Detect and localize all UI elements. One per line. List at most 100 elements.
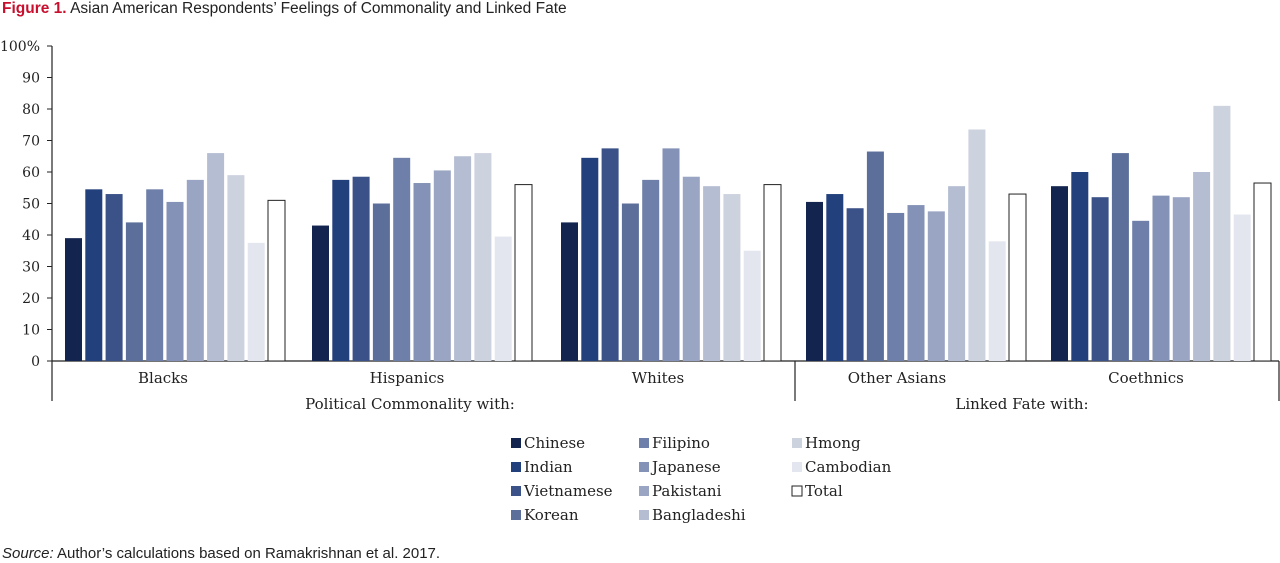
legend-label: Vietnamese xyxy=(523,482,613,500)
category-label: Coethnics xyxy=(1108,369,1184,387)
category-label: Other Asians xyxy=(848,369,946,387)
bar xyxy=(207,153,225,361)
legend-swatch xyxy=(639,486,649,496)
bar xyxy=(642,179,660,361)
bar xyxy=(227,175,245,361)
bar xyxy=(927,211,945,361)
bar xyxy=(166,201,184,361)
bar xyxy=(703,186,721,361)
y-tick-label: 50 xyxy=(22,197,40,213)
bar xyxy=(474,153,492,361)
legend-swatch xyxy=(511,510,521,520)
bar xyxy=(826,194,844,361)
source-label: Source: xyxy=(2,545,54,562)
bar xyxy=(372,203,390,361)
bar xyxy=(332,179,350,361)
bar xyxy=(1132,220,1150,361)
legend-swatch xyxy=(639,510,649,520)
bar xyxy=(494,236,512,361)
bar xyxy=(514,184,533,362)
legend-swatch xyxy=(792,462,802,472)
bar xyxy=(1071,172,1089,361)
bar-chart: 0 10 20 30 40 50 60 70 80 90 100% Blacks Hispanics W… xyxy=(0,39,1280,524)
y-tick-label: 70 xyxy=(22,134,40,150)
legend-label: Bangladeshi xyxy=(652,506,746,524)
legend-swatch xyxy=(639,438,649,448)
bar xyxy=(267,199,286,362)
bar xyxy=(948,186,966,361)
category-group-label: Linked Fate with: xyxy=(955,395,1088,413)
bar xyxy=(988,241,1006,361)
bar xyxy=(723,194,741,361)
bar xyxy=(413,183,431,361)
y-tick-label: 80 xyxy=(22,102,40,118)
y-tick-label: 0 xyxy=(31,354,40,370)
bar xyxy=(1091,197,1109,361)
bar xyxy=(1051,186,1068,361)
category-label: Blacks xyxy=(138,369,188,387)
legend-swatch xyxy=(792,438,802,448)
bar xyxy=(907,205,925,361)
bar xyxy=(146,189,164,361)
legend-swatch xyxy=(511,486,521,496)
bar xyxy=(621,203,639,361)
bar xyxy=(866,151,884,361)
figure-title: Figure 1. Asian American Respondents’ Fe… xyxy=(2,0,567,18)
legend-swatch xyxy=(791,485,803,497)
figure-title-text: Asian American Respondents’ Feelings of … xyxy=(70,0,567,17)
legend-label: Hmong xyxy=(805,434,861,452)
bar xyxy=(352,176,370,361)
bars xyxy=(65,105,1272,362)
figure-label: Figure 1. xyxy=(2,0,67,17)
bar xyxy=(105,194,123,361)
bar xyxy=(581,157,599,361)
bar xyxy=(125,222,143,361)
y-tick-label: 20 xyxy=(22,291,40,307)
bar xyxy=(662,148,680,361)
y-tick-label: 40 xyxy=(22,228,40,244)
bar xyxy=(247,242,265,361)
legend-swatch xyxy=(511,438,521,448)
y-tick-label: 90 xyxy=(22,71,40,87)
bar xyxy=(846,208,864,361)
bar xyxy=(601,148,619,361)
legend-swatch xyxy=(511,462,521,472)
bar xyxy=(968,129,986,361)
bar xyxy=(1213,105,1231,361)
legend-label: Indian xyxy=(524,458,573,476)
category-group-label: Political Commonality with: xyxy=(305,395,515,413)
legend-label: Japanese xyxy=(650,458,721,476)
bar xyxy=(1008,193,1027,362)
bar xyxy=(887,212,905,361)
legend-label: Korean xyxy=(524,506,579,524)
source-text: Author’s calculations based on Ramakrish… xyxy=(57,545,441,562)
legend: Chinese Indian Vietnamese Korean Filipino Jap… xyxy=(511,434,892,524)
bar xyxy=(312,225,329,361)
bar xyxy=(1233,214,1251,361)
bar xyxy=(433,170,451,361)
bar xyxy=(763,184,782,362)
legend-label: Chinese xyxy=(524,434,585,452)
legend-label: Filipino xyxy=(652,434,710,452)
bar xyxy=(561,222,578,361)
bar xyxy=(1152,195,1170,361)
bar xyxy=(1253,182,1272,362)
legend-label: Cambodian xyxy=(805,458,892,476)
source-note: Source: Author’s calculations based on R… xyxy=(2,545,440,562)
legend-label: Pakistani xyxy=(652,482,722,500)
category-label: Hispanics xyxy=(370,369,445,387)
bar xyxy=(682,176,700,361)
bar xyxy=(1193,172,1211,361)
bar xyxy=(186,179,204,361)
category-label: Whites xyxy=(632,369,684,387)
y-tick-label: 30 xyxy=(22,260,40,276)
bar xyxy=(1172,197,1190,361)
legend-label: Total xyxy=(805,482,843,500)
bar xyxy=(1111,153,1129,361)
bar xyxy=(454,156,472,361)
y-tick-label: 100% xyxy=(0,39,40,55)
bar xyxy=(65,238,82,361)
legend-swatch xyxy=(639,462,649,472)
category-labels: Blacks Hispanics Whites Other Asians Coethni… xyxy=(51,361,1280,413)
y-tick-label: 10 xyxy=(22,323,40,339)
